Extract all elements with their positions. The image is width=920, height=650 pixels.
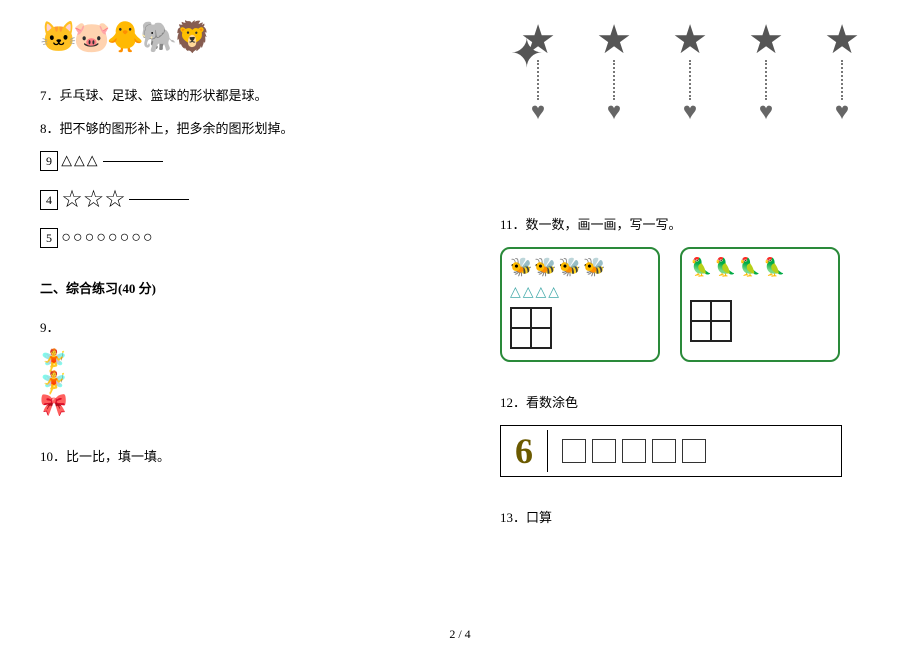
pixie-figures: 🧚🧚🎀: [40, 350, 420, 416]
box-number-9: 9: [40, 151, 58, 171]
animal-row: 🐱🐷🐥🐘🦁: [40, 20, 420, 55]
page-number: 2 / 4: [0, 627, 920, 642]
blank-line[interactable]: [129, 199, 189, 200]
color-by-number: 6: [500, 425, 842, 477]
triangles: △△△: [61, 154, 99, 169]
shape-row-2: 4 ☆☆☆: [40, 185, 420, 214]
shape-row-1: 9 △△△: [40, 151, 420, 171]
question-10: 10．比一比，填一填。: [40, 446, 420, 465]
question-9: 9．: [40, 317, 420, 336]
circles: ○○○○○○○○: [61, 229, 154, 246]
number-six: 6: [501, 430, 548, 472]
color-squares[interactable]: [548, 439, 706, 463]
box-number-5: 5: [40, 228, 58, 248]
box-birds: 🦜🦜🦜🦜: [680, 247, 840, 362]
hanging-stars: ★♥ ★♥ ★♥ ★♥ ★♥ ✦: [500, 20, 880, 200]
question-8: 8．把不够的图形补上，把多余的图形划掉。: [40, 118, 420, 137]
question-11: 11．数一数，画一画，写一写。: [500, 214, 880, 233]
shape-row-3: 5 ○○○○○○○○: [40, 228, 420, 248]
box-bees: 🐝🐝🐝🐝 △△△△: [500, 247, 660, 362]
blank-line[interactable]: [103, 161, 163, 162]
box-number-4: 4: [40, 190, 58, 210]
question-13: 13．口算: [500, 507, 880, 526]
count-boxes: 🐝🐝🐝🐝 △△△△ 🦜🦜🦜🦜: [500, 247, 880, 362]
section-2-title: 二、综合练习(40 分): [40, 278, 420, 297]
question-7: 7．乒乓球、足球、篮球的形状都是球。: [40, 85, 420, 104]
stars: ☆☆☆: [61, 187, 126, 213]
question-12: 12．看数涂色: [500, 392, 880, 411]
answer-grid[interactable]: [690, 300, 732, 342]
answer-grid[interactable]: [510, 307, 552, 349]
